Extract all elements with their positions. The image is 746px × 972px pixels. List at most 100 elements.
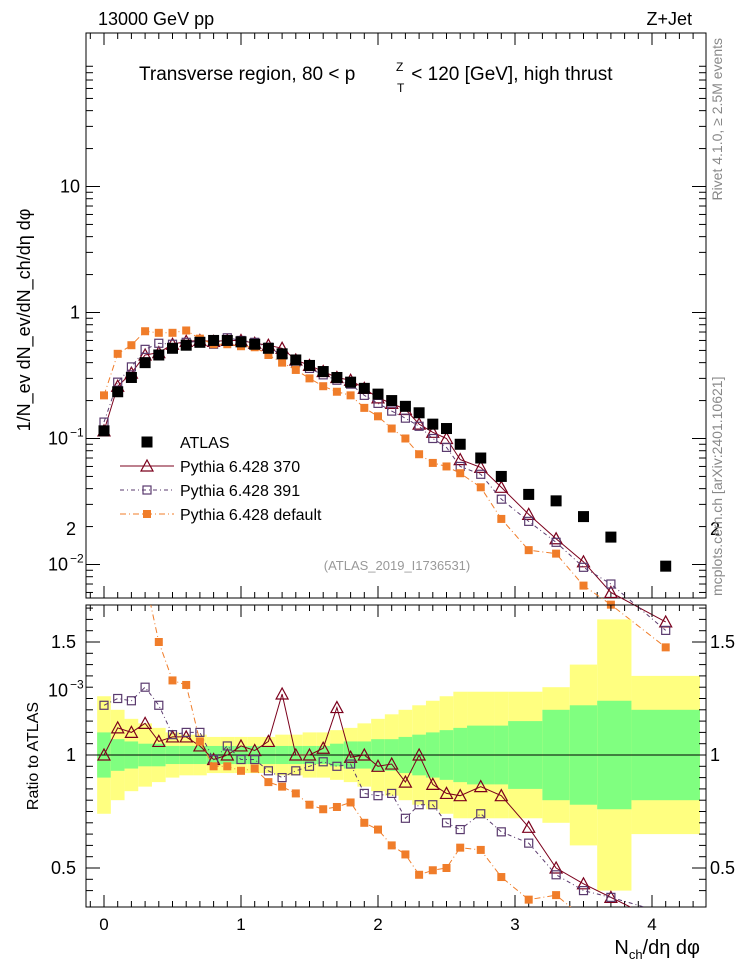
pythia370-ratio-point: [220, 747, 235, 761]
pythia-default-ratio-point: [401, 850, 410, 859]
pythia370-ratio-point: [165, 729, 180, 743]
pythia-default-ratio-point: [476, 845, 485, 854]
atlas-point: [125, 371, 137, 383]
atlas-point: [523, 488, 535, 500]
pythia-default-point: [168, 328, 177, 337]
pythia-default-point: [524, 546, 533, 555]
pythia370-ratio-point: [384, 756, 399, 770]
legend-marker: [142, 485, 152, 495]
pythia-default-ratio-point: [497, 873, 506, 882]
pythia391-ratio-point: [578, 885, 589, 896]
pythia-default-ratio-point: [223, 762, 232, 771]
side-text-mcplots: mcplots.cern.ch [arXiv:2401.10621]: [709, 377, 725, 596]
pythia370-ratio-point: [233, 738, 249, 752]
atlas-point: [180, 339, 192, 351]
legend-marker: [139, 458, 155, 472]
header-left: 13000 GeV pp: [98, 9, 214, 29]
pythia391-point: [113, 377, 123, 387]
pythia-default-ratio-point: [319, 805, 328, 814]
atlas-point: [98, 425, 110, 437]
pythia-default-point: [332, 387, 341, 396]
pythia391-ratio-point: [195, 727, 205, 738]
pythia370-point: [494, 480, 509, 493]
y-tick-label-exponent: −2: [70, 552, 84, 566]
ratio-tick-label: 1.5: [51, 632, 76, 652]
pythia391-ratio-point: [346, 759, 356, 769]
legend-atlas-marker: [141, 436, 153, 448]
pythia370-ratio-point: [96, 747, 112, 761]
pythia-default-point: [401, 434, 410, 443]
pythia370-ratio-point: [275, 686, 290, 700]
pythia-default-point: [182, 326, 191, 335]
pythia391-ratio-point: [154, 700, 164, 710]
pythia370-point: [521, 507, 536, 520]
pythia391-point: [661, 625, 671, 635]
atlas-point: [304, 359, 315, 371]
y-tick-label: 10: [60, 177, 80, 197]
pythia370-point: [412, 416, 427, 430]
pythia-default-ratio-point: [387, 841, 396, 850]
pythia-default-point: [415, 450, 424, 459]
pythia-default-point: [346, 391, 355, 400]
plot-title-part1: Transverse region, 80 < p: [139, 64, 355, 85]
x-axis-label-n: N: [614, 937, 628, 959]
pythia391-point: [400, 413, 410, 423]
pythia-default-point: [579, 581, 588, 590]
pythia-default-point: [113, 349, 122, 358]
pythia391-point: [126, 362, 137, 372]
pythia370-ratio-group: [96, 686, 632, 907]
pythia370-ratio-point: [425, 777, 440, 790]
ratio-tick-label: 0.5: [51, 858, 76, 878]
plot-title: Transverse region, 80 < p: [139, 64, 355, 85]
ratio-tick-label: 0.5: [710, 858, 735, 878]
pythia391-point: [140, 344, 150, 354]
pythia391-ratio-point: [126, 696, 137, 706]
pythia391-ratio-point: [277, 772, 287, 783]
pythia391-point: [414, 421, 424, 431]
main-frame: [85, 32, 707, 599]
pythia370-ratio-point: [398, 774, 413, 788]
pythia391-line: [103, 337, 667, 631]
legend-label: Pythia 6.428 370: [180, 459, 300, 476]
pythia370-ratio-point: [302, 747, 317, 761]
pythia-default-ratio-point: [415, 870, 424, 879]
pythia391-ratio-point: [291, 766, 301, 776]
y-tick-label-exponent: −1: [70, 426, 84, 440]
pythia-default-ratio-point: [374, 825, 382, 834]
pythia370-ratio-point: [549, 860, 564, 874]
pythia-default-point: [387, 424, 396, 433]
pythia-default-ratio-point: [237, 766, 245, 775]
ratio-tick-label: 2: [710, 519, 720, 539]
pythia-default-ratio-line: [150, 605, 572, 907]
atlas-point: [427, 418, 439, 430]
pythia370-ratio-point: [453, 788, 468, 802]
atlas-point: [331, 371, 343, 383]
atlas-point: [475, 452, 487, 464]
x-tick-label: 3: [510, 915, 519, 934]
legend-marker: [143, 510, 151, 518]
pythia370-point: [603, 585, 618, 599]
pythia370-ratio-point: [521, 820, 536, 833]
x-tick-label: 4: [647, 915, 656, 934]
pythia370-ratio-point: [316, 740, 331, 754]
pythia391-ratio-point: [140, 682, 150, 692]
pythia-default-ratio-point: [250, 764, 259, 773]
pythia-default-point: [374, 412, 382, 421]
pythia391-ratio-point: [250, 754, 260, 765]
atlas-point: [221, 334, 233, 346]
pythia391-point: [496, 494, 506, 504]
pythia-default-ratio-point: [552, 891, 561, 900]
pythia391-ratio-point: [414, 800, 424, 810]
pythia-default-point: [291, 365, 300, 374]
pythia391-ratio-line: [103, 686, 647, 907]
x-axis-label: Nch/dη dφ: [614, 937, 700, 962]
pythia370-ratio-point: [439, 786, 454, 800]
pythia370-ratio-point: [138, 716, 153, 729]
pythia370-line: [103, 339, 666, 623]
pythia391-point: [524, 516, 534, 526]
atlas-point: [413, 407, 425, 419]
pythia-default-point: [100, 391, 108, 400]
pythia-default-point: [661, 643, 670, 652]
